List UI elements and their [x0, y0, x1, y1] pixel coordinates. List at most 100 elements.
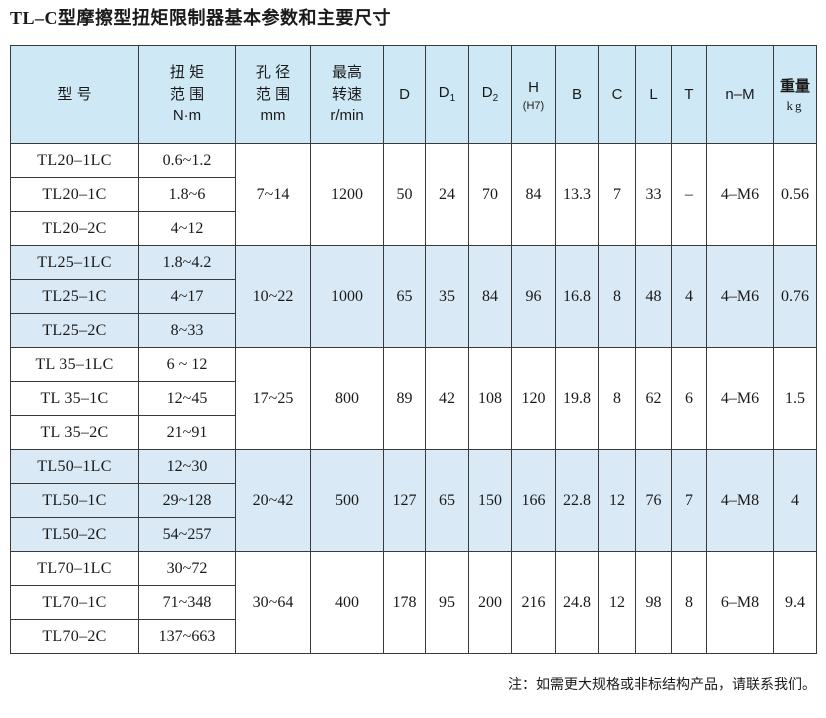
c-cell: 8: [598, 245, 636, 348]
t-cell: 4: [671, 245, 707, 348]
weight-cell: 1.5: [773, 347, 817, 450]
l-cell: 62: [635, 347, 672, 450]
col-header-nm: n–M: [706, 45, 774, 144]
torque-cell: 30~72: [138, 551, 236, 586]
d1-cell: 24: [425, 143, 469, 246]
d2-cell: 70: [468, 143, 512, 246]
col-header-c: C: [598, 45, 636, 144]
torque-cell: 29~128: [138, 483, 236, 518]
h-cell: 216: [511, 551, 556, 654]
d2-cell: 200: [468, 551, 512, 654]
model-cell: TL 35–2C: [10, 415, 139, 450]
col-header-bore: 孔 径 范 围 mm: [235, 45, 311, 144]
model-cell: TL25–2C: [10, 313, 139, 348]
bore-cell: 10~22: [235, 245, 311, 348]
model-cell: TL20–1C: [10, 177, 139, 212]
d-cell: 178: [383, 551, 426, 654]
footnote: 注：如需更大规格或非标结构产品，请联系我们。: [508, 678, 816, 693]
col-header-t: T: [671, 45, 707, 144]
bore-cell: 17~25: [235, 347, 311, 450]
model-group-tl35: TL 35–1LC 6 ~ 12 17~25 800 89 42 108 120…: [10, 347, 817, 450]
table-row: TL25–2C 8~33: [10, 313, 817, 348]
torque-cell: 4~17: [138, 279, 236, 314]
d-cell: 127: [383, 449, 426, 552]
d2-cell: 84: [468, 245, 512, 348]
weight-cell: 4: [773, 449, 817, 552]
weight-cell: 9.4: [773, 551, 817, 654]
l-cell: 98: [635, 551, 672, 654]
model-group-tl20: TL20–1LC 0.6~1.2 7~14 1200 50 24 70 84 1…: [10, 143, 817, 246]
table-header: 型 号 扭 矩 范 围 N·m 孔 径 范 围 mm 最高 转速 r/min D…: [10, 45, 817, 144]
model-cell: TL70–2C: [10, 619, 139, 654]
nm-cell: 6–M8: [706, 551, 774, 654]
col-header-h: H (H7): [511, 45, 556, 144]
col-header-speed: 最高 转速 r/min: [310, 45, 384, 144]
model-cell: TL50–2C: [10, 517, 139, 552]
table-row: TL 35–1LC 6 ~ 12 17~25 800 89 42 108 120…: [10, 347, 817, 450]
torque-cell: 54~257: [138, 517, 236, 552]
table-row: TL50–1LC 12~30 20~42 500 127 65 150 166 …: [10, 449, 817, 552]
model-cell: TL50–1C: [10, 483, 139, 518]
c-cell: 12: [598, 551, 636, 654]
b-cell: 16.8: [555, 245, 599, 348]
speed-cell: 1000: [310, 245, 384, 348]
d-cell: 50: [383, 143, 426, 246]
h-cell: 166: [511, 449, 556, 552]
nm-cell: 4–M6: [706, 143, 774, 246]
table-row: TL70–2C 137~663: [10, 619, 817, 654]
table-row: TL50–1C 29~128: [10, 483, 817, 518]
torque-cell: 1.8~6: [138, 177, 236, 212]
model-cell: TL70–1LC: [10, 551, 139, 586]
page-title: TL–C型摩擦型扭矩限制器基本参数和主要尺寸: [10, 8, 392, 28]
d1-cell: 95: [425, 551, 469, 654]
weight-cell: 0.76: [773, 245, 817, 348]
speed-cell: 500: [310, 449, 384, 552]
t-cell: 7: [671, 449, 707, 552]
l-cell: 48: [635, 245, 672, 348]
model-cell: TL 35–1C: [10, 381, 139, 416]
nm-cell: 4–M6: [706, 347, 774, 450]
col-header-l: L: [635, 45, 672, 144]
nm-cell: 4–M6: [706, 245, 774, 348]
torque-cell: 12~45: [138, 381, 236, 416]
col-header-model: 型 号: [10, 45, 139, 144]
l-cell: 33: [635, 143, 672, 246]
c-cell: 12: [598, 449, 636, 552]
model-cell: TL70–1C: [10, 585, 139, 620]
torque-cell: 71~348: [138, 585, 236, 620]
h-cell: 84: [511, 143, 556, 246]
torque-cell: 0.6~1.2: [138, 143, 236, 178]
b-cell: 22.8: [555, 449, 599, 552]
col-header-d1: D1: [425, 45, 469, 144]
torque-cell: 8~33: [138, 313, 236, 348]
table-row: TL70–1LC 30~72 30~64 400 178 95 200 216 …: [10, 551, 817, 654]
spec-table: 型 号 扭 矩 范 围 N·m 孔 径 范 围 mm 最高 转速 r/min D…: [10, 45, 817, 654]
torque-cell: 12~30: [138, 449, 236, 484]
torque-cell: 1.8~4.2: [138, 245, 236, 280]
model-cell: TL25–1LC: [10, 245, 139, 280]
torque-cell: 6 ~ 12: [138, 347, 236, 382]
h-cell: 120: [511, 347, 556, 450]
torque-cell: 4~12: [138, 211, 236, 246]
torque-cell: 137~663: [138, 619, 236, 654]
t-cell: 6: [671, 347, 707, 450]
model-cell: TL20–2C: [10, 211, 139, 246]
d1-cell: 42: [425, 347, 469, 450]
weight-cell: 0.56: [773, 143, 817, 246]
speed-cell: 800: [310, 347, 384, 450]
d-cell: 65: [383, 245, 426, 348]
model-group-tl50: TL50–1LC 12~30 20~42 500 127 65 150 166 …: [10, 449, 817, 552]
c-cell: 7: [598, 143, 636, 246]
speed-cell: 1200: [310, 143, 384, 246]
d1-cell: 35: [425, 245, 469, 348]
torque-cell: 21~91: [138, 415, 236, 450]
bore-cell: 20~42: [235, 449, 311, 552]
table-row: TL 35–2C 21~91: [10, 415, 817, 450]
col-header-b: B: [555, 45, 599, 144]
table-row: TL50–2C 54~257: [10, 517, 817, 552]
d1-cell: 65: [425, 449, 469, 552]
l-cell: 76: [635, 449, 672, 552]
speed-cell: 400: [310, 551, 384, 654]
bore-cell: 7~14: [235, 143, 311, 246]
table-row: TL25–1C 4~17: [10, 279, 817, 314]
